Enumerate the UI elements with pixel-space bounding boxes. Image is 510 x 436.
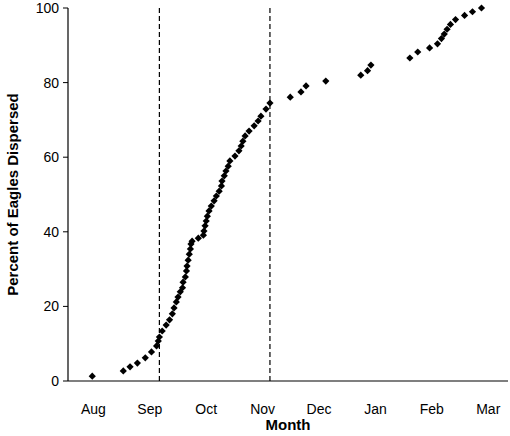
data-point (159, 327, 166, 334)
data-point (231, 152, 238, 159)
data-point (287, 94, 294, 101)
reference-line (159, 8, 160, 381)
x-axis-title: Month (266, 416, 311, 433)
y-tick (63, 8, 68, 9)
x-tick-label: Dec (307, 401, 332, 417)
data-point (156, 333, 163, 340)
data-point (478, 4, 485, 11)
y-axis-line (67, 8, 68, 381)
data-point (120, 367, 127, 374)
data-point (179, 284, 186, 291)
y-tick-label: 60 (43, 149, 59, 165)
y-tick-label: 20 (43, 298, 59, 314)
data-point (189, 238, 196, 245)
data-point (148, 348, 155, 355)
data-point (200, 227, 207, 234)
data-point (447, 21, 454, 28)
plot-area (89, 4, 485, 381)
reference-line (269, 8, 270, 381)
y-tick (63, 82, 68, 83)
y-tick (63, 381, 68, 382)
data-point (434, 40, 441, 47)
data-point (186, 251, 193, 258)
data-point (266, 100, 273, 107)
data-point (262, 105, 269, 112)
data-point (452, 16, 459, 23)
x-tick-label: Aug (81, 401, 106, 417)
x-tick-label: Jan (364, 401, 387, 417)
x-tick-label: Feb (420, 401, 444, 417)
x-tick-label: Sep (137, 401, 162, 417)
y-tick (63, 306, 68, 307)
data-point (426, 44, 433, 51)
data-point (302, 82, 309, 89)
data-point (169, 310, 176, 317)
data-point (134, 359, 141, 366)
y-tick-label: 100 (36, 0, 60, 16)
data-point (406, 54, 413, 61)
y-tick (63, 157, 68, 158)
x-tick-label: Nov (250, 401, 275, 417)
data-point (257, 113, 264, 120)
data-point (364, 67, 371, 74)
data-point (142, 354, 149, 361)
data-point (185, 257, 192, 264)
data-point (183, 263, 190, 270)
data-point (245, 127, 252, 134)
y-tick (63, 231, 68, 232)
data-point (414, 48, 421, 55)
data-point (182, 273, 189, 280)
y-tick-label: 40 (43, 224, 59, 240)
data-point (367, 61, 374, 68)
data-point (226, 157, 233, 164)
data-point (126, 363, 133, 370)
data-point (242, 132, 249, 139)
x-axis-line (68, 380, 508, 381)
data-point (170, 304, 177, 311)
y-axis-title: Percent of Eagles Dispersed (4, 93, 21, 296)
x-tick-label: Mar (476, 401, 500, 417)
data-point (251, 122, 258, 129)
chart: 0 20 40 60 80 100 Aug Sep Oct Nov Dec Jan Feb Mar Mont… (0, 0, 510, 436)
data-point (469, 8, 476, 15)
data-point (166, 316, 173, 323)
data-point (322, 78, 329, 85)
x-tick-label: Oct (195, 401, 217, 417)
y-tick-label: 0 (51, 373, 59, 389)
data-point (461, 12, 468, 19)
data-point (297, 88, 304, 95)
y-tick-label: 80 (43, 75, 59, 91)
data-point (89, 373, 96, 380)
data-point (357, 72, 364, 79)
